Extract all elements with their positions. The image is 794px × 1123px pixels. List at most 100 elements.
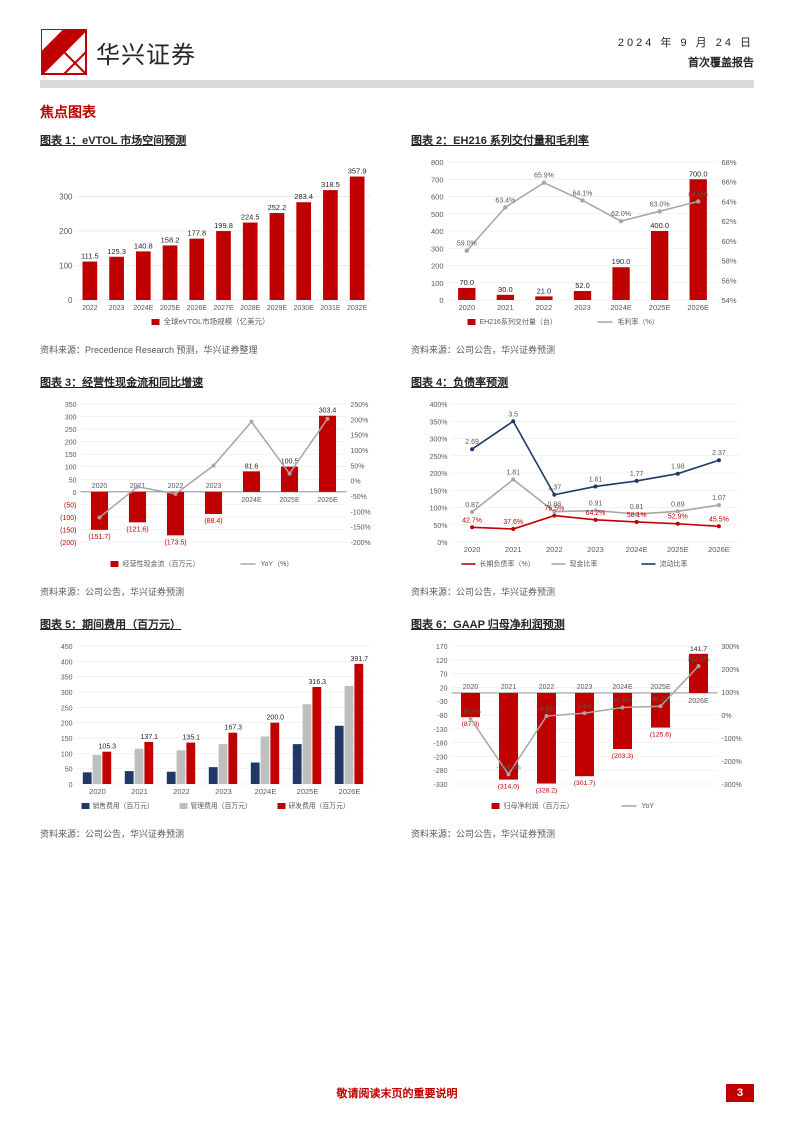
chart-6: 图表 6：GAAP 归母净利润预测 -330-280-230-180-130-8… bbox=[411, 616, 754, 840]
svg-text:111.5: 111.5 bbox=[81, 252, 99, 261]
svg-text:58.1%: 58.1% bbox=[627, 512, 647, 519]
svg-text:500: 500 bbox=[431, 210, 444, 219]
svg-text:56%: 56% bbox=[722, 276, 737, 285]
svg-text:2021: 2021 bbox=[497, 303, 514, 312]
svg-text:(150): (150) bbox=[60, 527, 76, 534]
svg-text:150: 150 bbox=[61, 736, 73, 743]
chart-2-source: 资料来源：公司公告，华兴证券预测 bbox=[411, 343, 754, 356]
svg-text:-230: -230 bbox=[433, 754, 447, 761]
svg-text:2020: 2020 bbox=[463, 684, 479, 691]
svg-text:1.07: 1.07 bbox=[712, 495, 726, 502]
svg-text:300%: 300% bbox=[722, 644, 740, 651]
svg-text:391.7: 391.7 bbox=[351, 656, 369, 663]
svg-text:65.9%: 65.9% bbox=[534, 173, 554, 180]
svg-text:2025E: 2025E bbox=[649, 303, 671, 312]
svg-text:流动比率: 流动比率 bbox=[660, 559, 688, 568]
svg-text:1.61: 1.61 bbox=[589, 476, 603, 483]
svg-text:管理费用（百万元）: 管理费用（百万元） bbox=[191, 801, 252, 810]
chart-2-title: 图表 2：EH216 系列交付量和毛利率 bbox=[411, 132, 754, 148]
svg-text:38.2%: 38.2% bbox=[651, 696, 670, 703]
svg-text:(151.7): (151.7) bbox=[88, 534, 110, 541]
svg-text:158.2: 158.2 bbox=[161, 235, 180, 244]
svg-text:2022: 2022 bbox=[539, 684, 555, 691]
svg-text:(50): (50) bbox=[64, 502, 76, 509]
svg-text:252.2: 252.2 bbox=[268, 203, 287, 212]
svg-text:177.8: 177.8 bbox=[187, 229, 206, 238]
svg-text:2023: 2023 bbox=[577, 684, 593, 691]
svg-text:2024E: 2024E bbox=[612, 684, 633, 691]
svg-text:400: 400 bbox=[61, 659, 73, 666]
svg-text:350%: 350% bbox=[430, 419, 448, 426]
brand-block: 华兴证券 bbox=[40, 28, 196, 76]
svg-text:63.0%: 63.0% bbox=[650, 201, 670, 208]
svg-text:8.1%: 8.1% bbox=[577, 703, 592, 710]
svg-text:200%: 200% bbox=[351, 417, 369, 424]
svg-text:2025E: 2025E bbox=[667, 545, 689, 554]
svg-text:2020: 2020 bbox=[458, 303, 475, 312]
page-header: 华兴证券 2024 年 9 月 24 日 首次覆盖报告 bbox=[40, 28, 754, 76]
svg-text:100: 100 bbox=[61, 751, 73, 758]
svg-text:1.37: 1.37 bbox=[548, 485, 562, 492]
svg-text:141.7: 141.7 bbox=[690, 646, 707, 653]
svg-text:81.6: 81.6 bbox=[245, 463, 259, 470]
svg-text:70: 70 bbox=[440, 672, 448, 679]
svg-text:0.91: 0.91 bbox=[589, 501, 603, 508]
svg-text:100%: 100% bbox=[430, 506, 448, 513]
svg-text:2025E: 2025E bbox=[279, 497, 300, 504]
chart-1-title: 图表 1：eVTOL 市场空间预测 bbox=[40, 132, 383, 148]
svg-text:700: 700 bbox=[431, 175, 444, 184]
svg-text:3.5: 3.5 bbox=[508, 411, 518, 418]
svg-text:0: 0 bbox=[439, 296, 443, 305]
svg-text:-330: -330 bbox=[433, 782, 447, 789]
svg-text:2026E: 2026E bbox=[687, 303, 709, 312]
section-title: 焦点图表 bbox=[40, 102, 754, 122]
svg-text:0.81: 0.81 bbox=[630, 504, 644, 511]
svg-text:0.87: 0.87 bbox=[465, 502, 479, 509]
svg-text:70.0: 70.0 bbox=[459, 278, 474, 287]
svg-text:60%: 60% bbox=[722, 237, 737, 246]
svg-text:20: 20 bbox=[440, 685, 448, 692]
footer-disclaimer: 敬请阅读末页的重要说明 bbox=[337, 1085, 458, 1101]
svg-text:200%: 200% bbox=[430, 471, 448, 478]
chart-2-svg: 010020030040050060070080054%56%58%60%62%… bbox=[411, 154, 754, 334]
svg-text:2025E: 2025E bbox=[650, 684, 671, 691]
svg-text:300%: 300% bbox=[430, 437, 448, 444]
svg-text:现金比率: 现金比率 bbox=[570, 559, 598, 568]
svg-text:400%: 400% bbox=[430, 402, 448, 409]
svg-text:224.5: 224.5 bbox=[241, 213, 260, 222]
svg-text:-200%: -200% bbox=[722, 759, 742, 766]
svg-text:1.81: 1.81 bbox=[506, 470, 520, 477]
svg-text:0.89: 0.89 bbox=[671, 501, 685, 508]
svg-text:50: 50 bbox=[69, 477, 77, 484]
svg-text:190.0: 190.0 bbox=[612, 257, 631, 266]
svg-text:2026E: 2026E bbox=[688, 698, 709, 705]
svg-text:2022: 2022 bbox=[546, 545, 563, 554]
svg-text:(100): (100) bbox=[60, 515, 76, 522]
svg-text:2032E: 2032E bbox=[347, 305, 368, 312]
svg-text:2022: 2022 bbox=[82, 305, 98, 312]
svg-text:销售费用（百万元）: 销售费用（百万元） bbox=[93, 801, 154, 810]
chart-5: 图表 5：期间费用（百万元） 0501001502002503003504004… bbox=[40, 616, 383, 840]
svg-text:2023: 2023 bbox=[206, 483, 222, 490]
svg-text:150%: 150% bbox=[430, 488, 448, 495]
svg-text:2026E: 2026E bbox=[187, 305, 208, 312]
svg-text:-280: -280 bbox=[433, 768, 447, 775]
svg-text:54%: 54% bbox=[722, 296, 737, 305]
divider-bar bbox=[40, 80, 754, 88]
svg-text:450: 450 bbox=[61, 644, 73, 651]
svg-text:(200): (200) bbox=[60, 540, 76, 547]
svg-text:(173.5): (173.5) bbox=[164, 539, 186, 546]
svg-text:212.8%: 212.8% bbox=[687, 656, 709, 663]
svg-text:150: 150 bbox=[65, 452, 77, 459]
chart-3-svg: (200)(150)(100)(50)050100150200250300350… bbox=[40, 396, 383, 576]
svg-text:-4.5%: -4.5% bbox=[538, 706, 555, 713]
chart-5-source: 资料来源：公司公告，华兴证券预测 bbox=[40, 827, 383, 840]
svg-text:2020: 2020 bbox=[92, 483, 108, 490]
svg-text:0: 0 bbox=[69, 782, 73, 789]
svg-text:-15.6%: -15.6% bbox=[460, 709, 481, 716]
svg-text:400: 400 bbox=[431, 227, 444, 236]
svg-text:-200%: -200% bbox=[351, 540, 371, 547]
svg-text:2024E: 2024E bbox=[241, 497, 262, 504]
svg-text:YoY: YoY bbox=[642, 803, 655, 810]
svg-text:(301.7): (301.7) bbox=[574, 780, 596, 787]
